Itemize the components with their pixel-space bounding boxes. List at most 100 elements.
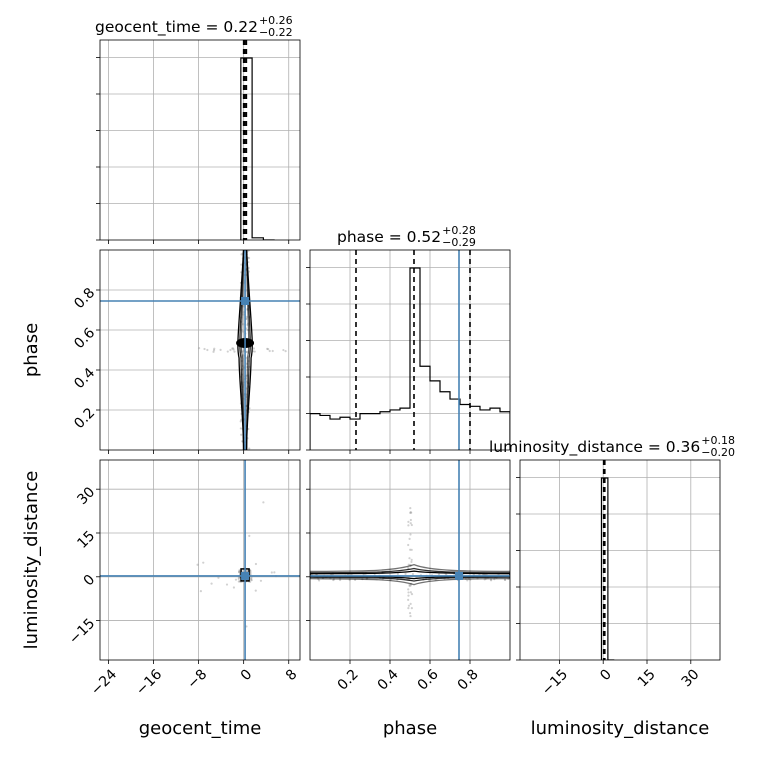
joint-luminosity_distance-vs-geocent_time	[100, 460, 300, 660]
sample-point	[407, 591, 410, 594]
title-geocent_time: geocent_time = 0.22 +0.26−0.22	[95, 14, 293, 39]
sample-point	[410, 593, 414, 596]
sample-point	[240, 433, 243, 436]
panel-frame	[309, 249, 511, 451]
sample-point	[253, 350, 256, 353]
truth-marker	[241, 297, 250, 305]
title-lower-error: −0.20	[701, 446, 735, 459]
sample-point	[225, 583, 229, 586]
joint-luminosity_distance-vs-phase	[310, 460, 510, 660]
sample-point	[245, 625, 248, 628]
sample-point	[242, 330, 245, 333]
sample-point	[404, 572, 407, 575]
sample-point	[273, 571, 276, 574]
sample-point	[407, 607, 410, 610]
sample-point	[229, 348, 232, 352]
sample-point	[212, 350, 215, 353]
title-value: phase = 0.52	[337, 228, 441, 246]
panel-frame	[99, 39, 301, 241]
sample-point	[231, 347, 235, 350]
panel-luminosity_distance-vs-luminosity_distance	[520, 460, 720, 660]
sample-point	[259, 579, 263, 582]
y-tick-label-luminosity_distance: −15	[66, 616, 98, 648]
sample-point	[250, 578, 253, 581]
y-tick-label-phase: 0.2	[71, 405, 98, 432]
sample-point	[219, 348, 222, 351]
sample-point	[233, 350, 236, 353]
sample-point	[489, 579, 493, 582]
sample-point	[240, 253, 243, 256]
sample-point	[202, 561, 205, 564]
sample-point	[407, 563, 410, 566]
sample-point	[245, 570, 248, 573]
sample-point	[407, 524, 410, 527]
sample-point	[203, 347, 206, 351]
sample-point	[407, 598, 410, 601]
sample-point	[409, 548, 412, 551]
sample-point	[237, 580, 240, 583]
sample-point	[407, 604, 411, 607]
sample-point	[232, 348, 235, 351]
sample-point	[409, 522, 412, 525]
title-luminosity_distance: luminosity_distance = 0.36 +0.18−0.20	[489, 434, 735, 459]
sample-point	[237, 576, 241, 579]
x-tick-label-phase: 0.2	[335, 666, 362, 693]
sample-point	[254, 562, 258, 566]
sample-point	[248, 447, 251, 450]
x-tick-label-phase: 0.6	[415, 666, 442, 693]
sample-point	[238, 570, 241, 573]
sample-point	[242, 323, 245, 326]
sample-point	[262, 501, 265, 504]
sample-point	[407, 594, 410, 597]
sample-point	[437, 573, 441, 576]
density-contour	[310, 567, 510, 582]
sample-point	[217, 576, 220, 579]
sample-point	[249, 570, 252, 573]
sample-point	[410, 548, 413, 551]
panel-frame	[99, 459, 301, 661]
y-tick-label-luminosity_distance: 30	[74, 484, 98, 508]
title-value: luminosity_distance = 0.36	[489, 438, 700, 457]
sample-point	[410, 523, 413, 527]
y-tick-label-luminosity_distance: 15	[74, 528, 98, 552]
sample-point	[234, 578, 238, 581]
sample-point	[409, 584, 412, 587]
sample-point	[213, 347, 216, 350]
sample-point	[252, 347, 256, 350]
sample-point	[410, 607, 413, 610]
sample-point	[226, 350, 229, 353]
sample-point	[232, 586, 236, 589]
sample-point	[408, 584, 411, 588]
title-lower-error: −0.29	[442, 236, 476, 249]
sample-point	[212, 349, 216, 352]
x-axis-label-geocent_time: geocent_time	[139, 718, 262, 739]
sample-point	[270, 571, 273, 574]
x-tick-label-geocent_time: −24	[88, 666, 120, 698]
sample-point	[409, 511, 412, 514]
y-tick-label-phase: 0.4	[71, 365, 98, 392]
title-upper-error: +0.28	[442, 224, 476, 237]
sample-point	[239, 427, 242, 430]
sample-point	[410, 560, 413, 564]
sample-point	[317, 579, 321, 582]
joint-phase-vs-geocent_time	[100, 250, 300, 450]
histogram-step-geocent_time	[240, 57, 275, 240]
sample-point	[250, 576, 253, 579]
sample-point	[407, 543, 410, 547]
histogram-step-luminosity_distance	[600, 477, 615, 660]
y-tick-label-luminosity_distance: 0	[81, 572, 99, 590]
sample-point	[408, 557, 411, 560]
sample-point	[411, 572, 414, 576]
histogram-luminosity_distance	[600, 460, 615, 660]
y-tick-label-phase: 0.8	[71, 285, 98, 312]
y-axis-label-luminosity_distance: luminosity_distance	[21, 471, 42, 650]
sample-point	[199, 590, 202, 593]
density-contour	[310, 563, 510, 586]
sample-point	[410, 558, 413, 561]
sample-point	[237, 570, 241, 574]
sample-point	[408, 583, 411, 586]
title-value: geocent_time = 0.22	[95, 18, 258, 37]
sample-point	[332, 578, 335, 582]
sample-point	[242, 350, 245, 353]
sample-point	[237, 577, 240, 580]
